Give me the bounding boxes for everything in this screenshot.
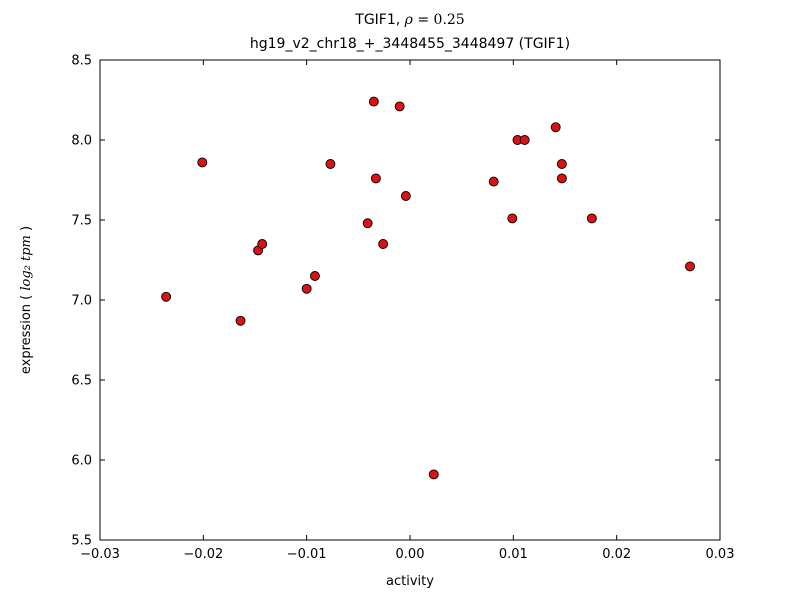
- data-point: [556, 159, 567, 169]
- y-axis-label-suffix: ): [19, 226, 34, 231]
- data-point: [507, 213, 518, 224]
- y-tick-label: 6.0: [71, 454, 92, 469]
- axis-tick-labels: −0.03 −0.02 −0.01 0.00 0.01 0.02 0.03 5.5 6.0 6.5…: [71, 54, 734, 563]
- x-tick-label: 0.03: [706, 547, 735, 562]
- axes-frame: [99, 59, 721, 541]
- y-tick-label: 5.5: [71, 534, 92, 549]
- data-point: [309, 271, 320, 281]
- data-point: [368, 96, 379, 107]
- data-point: [197, 157, 208, 168]
- x-axis-label: activity: [386, 574, 434, 589]
- data-point: [428, 469, 439, 480]
- data-point: [394, 101, 405, 112]
- data-point: [586, 213, 597, 224]
- chart-subtitle: hg19_v2_chr18_+_3448455_3448497 (TGIF1): [250, 36, 570, 52]
- x-tick-label: −0.02: [183, 547, 223, 562]
- data-point: [161, 291, 172, 302]
- data-point: [556, 173, 567, 184]
- data-point: [378, 239, 389, 249]
- data-point: [235, 315, 246, 326]
- data-point: [257, 239, 268, 249]
- x-tick-label: 0.01: [499, 547, 528, 562]
- data-points: [161, 96, 695, 480]
- x-tick-label: −0.03: [80, 547, 120, 562]
- x-tick-label: 0.00: [396, 547, 425, 562]
- y-tick-label: 7.0: [71, 294, 92, 309]
- y-tick-label: 8.5: [71, 54, 92, 69]
- chart-title: TGIF1, ρ = 0.25: [354, 12, 464, 28]
- y-tick-label: 7.5: [71, 214, 92, 229]
- data-point: [519, 135, 530, 145]
- data-point: [301, 283, 312, 294]
- data-point: [488, 176, 499, 187]
- y-axis-label: expression ( log₂ tpm ): [19, 226, 34, 374]
- axis-ticks: [99, 59, 721, 541]
- data-point: [325, 159, 336, 169]
- data-point: [370, 173, 381, 184]
- y-tick-label: 8.0: [71, 134, 92, 149]
- x-tick-label: −0.01: [287, 547, 327, 562]
- y-axis-label-prefix: expression (: [19, 295, 34, 374]
- data-point: [400, 191, 411, 201]
- rho-symbol: ρ: [404, 12, 414, 28]
- data-point: [362, 218, 373, 229]
- y-tick-label: 6.5: [71, 374, 92, 389]
- data-point: [550, 122, 561, 133]
- chart-title-value: = 0.25: [417, 12, 464, 28]
- data-point: [685, 261, 695, 272]
- x-tick-label: 0.02: [602, 547, 631, 562]
- y-axis-label-math: log₂ tpm: [19, 235, 34, 291]
- chart-title-prefix: TGIF1,: [354, 12, 404, 28]
